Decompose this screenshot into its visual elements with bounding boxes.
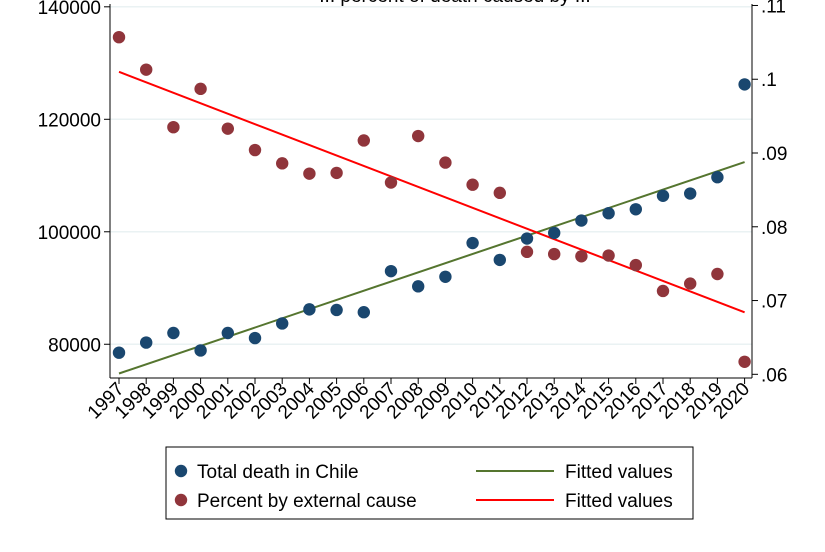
external-cause-point — [167, 120, 180, 134]
legend-label: Percent by external cause — [197, 491, 417, 512]
total-death-point — [493, 253, 506, 267]
external-cause-point — [276, 157, 289, 170]
external-cause-point — [656, 284, 670, 298]
total-death-point — [656, 189, 670, 202]
y-right-tick-label: .06 — [761, 365, 787, 386]
legend-marker — [174, 493, 188, 507]
external-cause-point — [412, 129, 425, 143]
external-cause-point — [629, 258, 642, 272]
legend-label: Total death in Chile — [197, 462, 359, 483]
external-cause-point — [684, 277, 697, 290]
total-death-point — [140, 336, 153, 349]
external-cause-point — [738, 355, 751, 368]
external-cause-point — [493, 186, 506, 200]
total-death-point — [629, 203, 642, 216]
legend-box — [165, 446, 694, 520]
total-death-point — [602, 207, 615, 220]
external-cause-point — [711, 267, 724, 281]
total-death-point — [466, 236, 479, 250]
external-cause-point — [112, 30, 126, 44]
y-right-tick-label: .09 — [761, 144, 787, 165]
external-cause-point — [330, 166, 343, 180]
total-death-point — [412, 280, 425, 293]
total-death-point — [357, 305, 370, 319]
y-right-tick-label: .07 — [761, 292, 787, 313]
total-death-point — [684, 187, 697, 200]
y-right-tick-label: .11 — [761, 0, 786, 17]
external-cause-point — [520, 245, 534, 259]
external-cause-point — [194, 82, 207, 96]
y-left-tick-label: 80000 — [48, 335, 101, 356]
total-death-point — [738, 78, 751, 91]
y-left-tick-label: 120000 — [38, 110, 101, 131]
external-cause-point — [575, 250, 588, 263]
y-left-tick-label: 140000 — [38, 0, 101, 19]
total-death-point — [112, 346, 126, 359]
total-death-point — [303, 303, 316, 316]
y-left-tick-label: 100000 — [38, 223, 101, 244]
total-death-point — [439, 270, 452, 283]
total-death-point — [711, 171, 724, 184]
external-cause-point — [439, 156, 452, 169]
external-cause-point — [221, 122, 234, 135]
external-cause-point — [140, 63, 153, 76]
legend-label: Fitted values — [565, 462, 673, 483]
total-death-point — [167, 326, 180, 340]
legend-label: Fitted values — [565, 491, 673, 512]
y-right-tick-label: .1 — [761, 70, 777, 91]
external-cause-point — [248, 143, 262, 157]
external-cause-point — [466, 178, 479, 191]
legend-marker — [174, 464, 188, 478]
total-death-point — [330, 303, 343, 317]
total-death-point — [384, 264, 398, 278]
total-death-point — [276, 317, 289, 330]
chart-title: ... percent of death caused by ... — [319, 0, 590, 7]
external-cause-point — [357, 134, 370, 147]
external-cause-point — [303, 167, 316, 180]
total-death-point — [520, 232, 534, 245]
total-death-point — [248, 331, 262, 345]
y-right-tick-label: .08 — [761, 218, 787, 239]
fitted-line-left — [118, 161, 745, 375]
external-cause-point — [384, 176, 398, 189]
total-death-point — [548, 226, 561, 240]
external-cause-point — [548, 247, 561, 261]
total-death-point — [194, 344, 207, 357]
total-death-point — [221, 326, 234, 340]
external-cause-point — [602, 249, 615, 262]
fitted-line-right — [118, 70, 745, 314]
total-death-point — [575, 214, 588, 227]
